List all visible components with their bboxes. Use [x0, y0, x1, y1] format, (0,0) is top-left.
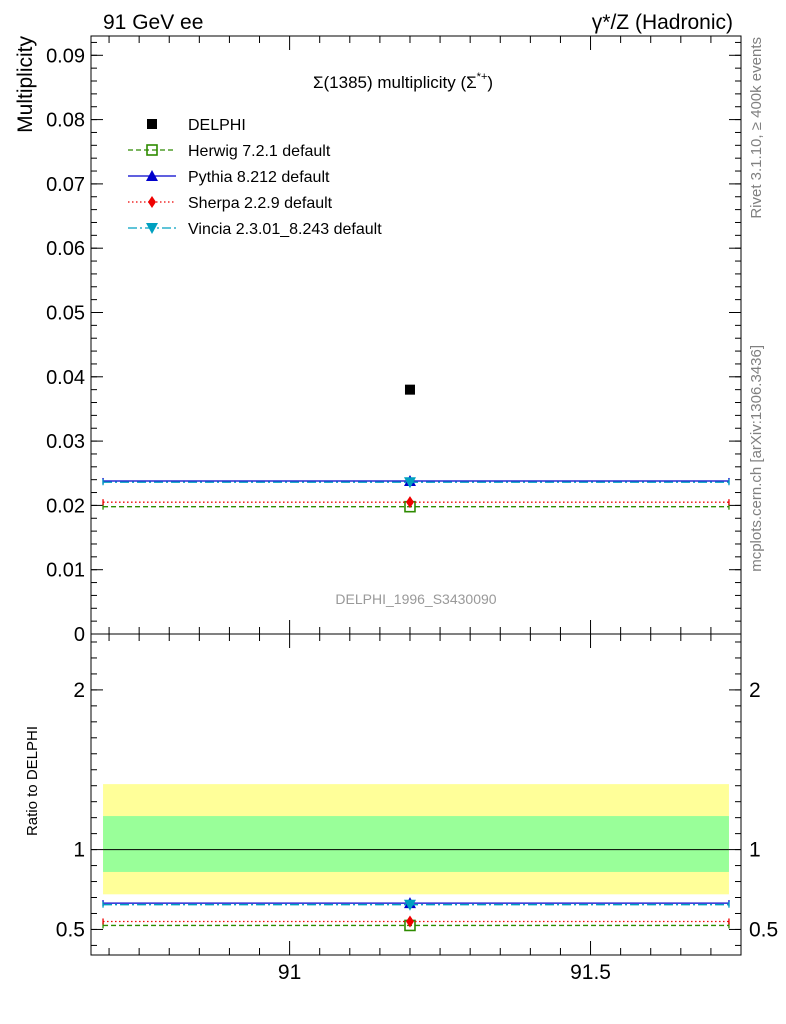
legend-label-delphi: DELPHI: [188, 117, 246, 134]
legend-label-herwig: Herwig 7.2.1 default: [188, 143, 331, 160]
main-y-tick-label: 0.09: [46, 45, 85, 67]
legend-marker-vincia: [146, 223, 158, 234]
header-left-label: 91 GeV ee: [103, 11, 203, 34]
ratio-frame: [90, 633, 742, 956]
ratio-band-inner: [103, 816, 729, 872]
main-y-tick-label: 0.03: [46, 431, 85, 453]
main-panel: 0 0.01 0.02 0.03 0.04 0.05 0.06 0.07 0.08 0.09: [46, 35, 742, 646]
legend-marker-delphi: [147, 119, 157, 129]
main-marker-vincia: [403, 477, 416, 489]
ratio-panel: 91 91.5 0.5 0.5 1 1 2 2: [56, 633, 778, 984]
ratio-y-tick-label-right: 2: [749, 679, 761, 702]
main-y-tick-label: 0.01: [46, 560, 85, 582]
analysis-label: DELPHI_1996_S3430090: [335, 591, 496, 607]
ratio-marker-sherpa: [405, 915, 414, 928]
ratio-y-axis-title: Ratio to DELPHI: [24, 726, 41, 836]
main-y-tick-label: 0.07: [46, 174, 85, 196]
main-y-tick-label: 0.02: [46, 495, 85, 517]
main-y-tick-label: 0.08: [46, 110, 85, 132]
ratio-x-tick-label: 91: [278, 961, 301, 984]
main-y-tick-label: 0.04: [46, 367, 85, 389]
ratio-y-tick-label-right: 0.5: [749, 918, 778, 941]
ratio-y-tick-label: 2: [73, 679, 85, 702]
ratio-marker-vincia: [403, 899, 416, 911]
header-right-label: γ*/Z (Hadronic): [592, 11, 733, 34]
ratio-y-tick-label: 0.5: [56, 918, 85, 941]
main-title: Σ(1385) multiplicity (Σ*+): [313, 71, 493, 92]
main-y-tick-label: 0: [74, 624, 85, 646]
legend-label-vincia: Vincia 2.3.01_8.243 default: [188, 221, 382, 238]
main-y-axis-title: Multiplicity: [14, 36, 37, 133]
legend-label-pythia: Pythia 8.212 default: [188, 169, 330, 186]
ratio-y-tick-label: 1: [73, 839, 85, 862]
main-data-point-delphi: [404, 384, 415, 395]
legend-marker-herwig: [146, 144, 158, 156]
main-title-text: Σ(1385) multiplicity (Σ: [313, 73, 477, 92]
legend: DELPHI Herwig 7.2.1 default Pythia 8.212 d…: [128, 117, 382, 238]
ratio-x-tick-label: 91.5: [570, 961, 611, 984]
main-marker-sherpa: [405, 496, 414, 509]
legend-marker-pythia: [146, 170, 158, 181]
ratio-y-tick-label-right: 1: [749, 839, 761, 862]
mcplots-label: mcplots.cern.ch [arXiv:1306.3436]: [748, 345, 765, 572]
main-y-tick-label: 0.06: [46, 238, 85, 260]
legend-label-sherpa: Sherpa 2.2.9 default: [188, 195, 333, 212]
main-y-tick-label: 0.05: [46, 302, 85, 324]
legend-marker-sherpa: [148, 196, 156, 208]
main-title-sup: *+: [477, 71, 488, 83]
main-title-end: ): [487, 73, 493, 92]
rivet-label: Rivet 3.1.10, ≥ 400k events: [748, 37, 765, 219]
